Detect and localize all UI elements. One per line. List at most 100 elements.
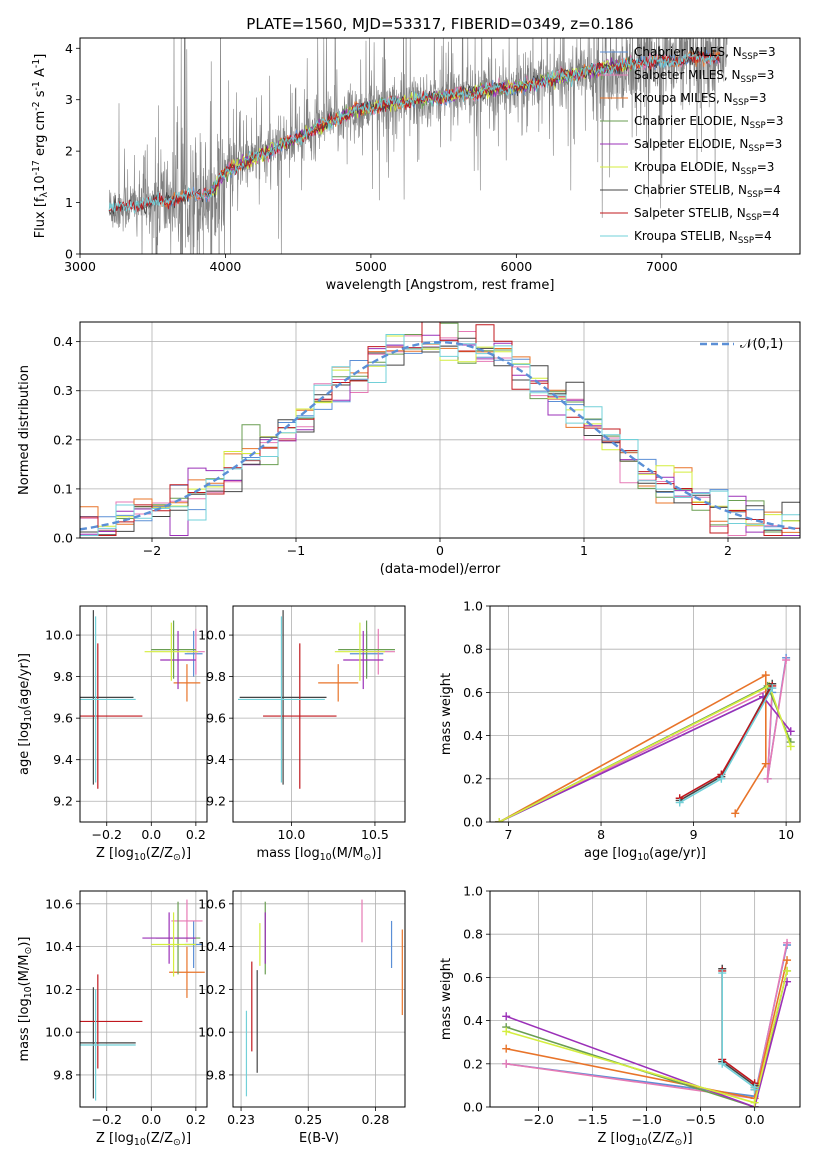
axes-age_vs_z: −0.2 0.0 0.2 9.2 9.4 9.6 9.8 10.0 Z [log10(Z/Z⊙)…	[17, 605, 208, 863]
axes-frame	[489, 890, 801, 1108]
weight-marker	[675, 798, 684, 807]
axes-spectrum: 3000 4000 5000 6000 7000 0 1 2 3 4 wavelength [Ang…	[31, 37, 801, 293]
x-tick-label: −0.5	[685, 1112, 715, 1127]
y-tick-label: 0.6	[463, 970, 483, 985]
ticks-weight_vs_z: −2.0 −1.5 −1.0 −0.5 0.0 0.0 0.2 0.4 0.6 0.8 1.0	[463, 884, 765, 1128]
x-axis-label: Z [log10(Z/Z⊙)]	[597, 1131, 692, 1148]
x-tick-label: 0.2	[186, 827, 206, 842]
weight-marker	[717, 774, 726, 783]
x-axis-label: wavelength [Angstrom, rest frame]	[326, 278, 555, 293]
plot-area-residuals	[80, 322, 800, 536]
y-tick-label: 1.0	[463, 884, 483, 899]
x-tick-label: 0.28	[362, 1112, 390, 1127]
legend-label: Salpeter STELIB, NSSP=4	[634, 206, 780, 223]
y-tick-label: 0.0	[463, 815, 483, 830]
x-tick-label: 0.2	[186, 1112, 206, 1127]
y-tick-label: 10.0	[45, 628, 73, 643]
x-tick-label: −1.5	[577, 1112, 607, 1127]
y-tick-label: 9.2	[53, 794, 73, 809]
plot-area-age_vs_mass	[238, 610, 395, 789]
x-axis-label: mass [log10(M/M⊙)]	[257, 846, 382, 863]
x-tick-label: 0.0	[141, 1112, 161, 1127]
y-tick-label: 0.0	[463, 1100, 483, 1115]
legend-label: Chabrier ELODIE, NSSP=3	[634, 114, 783, 131]
x-tick-label: 4000	[210, 259, 242, 274]
x-tick-label: 0.0	[745, 1112, 765, 1127]
weight-marker	[786, 727, 795, 736]
x-tick-label: 0	[436, 543, 444, 558]
y-tick-label: 9.4	[206, 752, 226, 767]
weight-marker	[718, 1059, 727, 1068]
x-tick-label: −0.2	[92, 1112, 122, 1127]
x-tick-label: 10.0	[278, 827, 306, 842]
y-tick-label: 0.4	[53, 334, 73, 349]
x-tick-label: −1.0	[631, 1112, 661, 1127]
y-tick-label: 0.1	[53, 481, 73, 496]
x-tick-label: 0.0	[141, 827, 161, 842]
weight-marker	[763, 774, 772, 783]
legend-label: 𝒩(0,1)	[740, 337, 783, 352]
y-tick-label: 9.8	[53, 669, 73, 684]
ticks-residuals: −2 −1 0 1 2 0.0 0.1 0.2 0.3 0.4	[53, 334, 732, 558]
y-tick-label: 9.4	[53, 752, 73, 767]
y-tick-label: 0.2	[53, 432, 73, 447]
x-tick-label: 1	[580, 543, 588, 558]
legend-label: Chabrier STELIB, NSSP=4	[634, 183, 781, 200]
legend-label: Salpeter ELODIE, NSSP=3	[634, 137, 782, 154]
weight-marker	[502, 1012, 511, 1021]
weight-line	[498, 695, 792, 822]
x-tick-label: 0.23	[227, 1112, 255, 1127]
y-tick-label: 3	[65, 92, 73, 107]
model-spectrum-line	[108, 51, 721, 214]
y-axis-label: age [log10(age/yr)]	[17, 653, 34, 775]
weight-marker	[783, 938, 792, 947]
weight-marker	[761, 759, 770, 768]
legend-label: Kroupa STELIB, NSSP=4	[634, 229, 772, 246]
ticks-age_vs_z: −0.2 0.0 0.2 9.2 9.4 9.6 9.8 10.0	[45, 628, 206, 842]
y-axis-label: mass weight	[439, 958, 454, 1040]
y-tick-label: 0.4	[463, 1013, 483, 1028]
weight-line	[498, 673, 767, 822]
weight-line	[498, 659, 787, 822]
x-tick-label: 9	[690, 827, 698, 842]
y-tick-label: 9.6	[206, 711, 226, 726]
weight-marker	[761, 671, 770, 680]
y-tick-label: 10.6	[45, 896, 73, 911]
y-tick-label: 0	[65, 247, 73, 262]
y-tick-label: 0.2	[463, 1056, 483, 1071]
ticks-weight_vs_age: 7 8 9 10 0.0 0.2 0.4 0.6 0.8 1.0	[463, 599, 794, 843]
axes-frame	[232, 605, 406, 823]
y-tick-label: 10.2	[198, 982, 226, 997]
y-tick-label: 0.0	[53, 531, 73, 546]
x-tick-label: 8	[597, 827, 605, 842]
weight-marker	[783, 956, 792, 965]
y-tick-label: 10.6	[198, 896, 226, 911]
weight-marker	[750, 1098, 759, 1107]
weight-marker	[718, 969, 727, 978]
y-tick-label: 0.3	[53, 383, 73, 398]
x-tick-label: 2	[724, 543, 732, 558]
y-tick-label: 10.4	[45, 939, 73, 954]
x-tick-label: −2.0	[523, 1112, 553, 1127]
x-tick-label: −0.2	[92, 827, 122, 842]
x-tick-label: 10	[778, 827, 794, 842]
x-tick-label: 5000	[355, 259, 387, 274]
y-tick-label: 10.2	[45, 982, 73, 997]
x-axis-label: (data-model)/error	[380, 562, 501, 577]
weight-marker	[768, 684, 777, 693]
weight-marker	[495, 818, 504, 822]
y-tick-label: 10.4	[198, 939, 226, 954]
axes-frame	[489, 605, 801, 823]
y-tick-label: 1.0	[463, 599, 483, 614]
y-tick-label: 10.0	[198, 628, 226, 643]
y-tick-label: 0.8	[463, 927, 483, 942]
weight-marker	[786, 742, 795, 751]
y-tick-label: 0.8	[463, 642, 483, 657]
x-axis-label: Z [log10(Z/Z⊙)]	[96, 846, 191, 863]
plot-area-mass_vs_z	[80, 899, 205, 1101]
plot-area-weight_vs_z	[502, 938, 792, 1107]
y-tick-label: 9.8	[53, 1067, 73, 1082]
weight-marker	[502, 1027, 511, 1036]
x-axis-label: age [log10(age/yr)]	[584, 846, 706, 863]
weight-line	[721, 968, 756, 1088]
